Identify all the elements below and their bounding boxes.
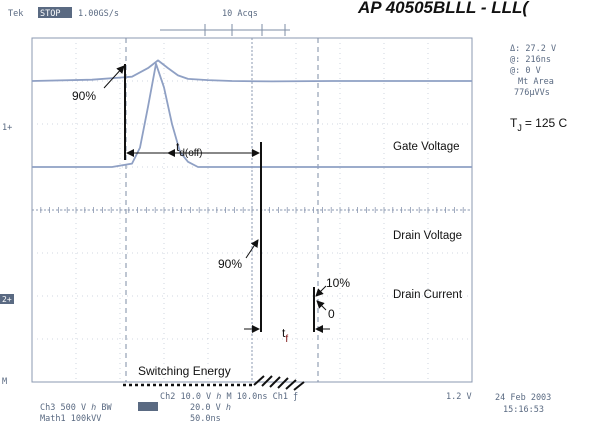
trace-drain-current	[32, 62, 472, 168]
p90-current-label: 90%	[218, 257, 242, 271]
temp-sub: J	[517, 123, 522, 133]
stop-badge	[38, 7, 72, 18]
ch2-marker: 2+	[2, 295, 12, 304]
td-off-label: td(off)	[176, 140, 203, 159]
p10-arrow	[315, 285, 327, 297]
footer-mid-3: 50.0ns	[190, 414, 221, 424]
p90-gate-label: 90%	[72, 89, 96, 103]
ch1-marker: 1+	[2, 123, 12, 133]
trigger-level: 1.2 V	[446, 392, 472, 402]
capture-date: 24 Feb 2003	[495, 393, 551, 403]
readout-line: 776µVVs	[514, 88, 550, 98]
scope-graticule	[31, 37, 473, 383]
readout-line: Mt Area	[518, 77, 554, 87]
tf-main: t	[282, 326, 286, 340]
scope-mode: STOP	[40, 9, 60, 19]
part-number: AP 40505BLLL - LLL(	[357, 0, 530, 17]
zero-arrow	[316, 300, 327, 311]
legend-drain-current: Drain Current	[393, 289, 463, 301]
footer-mid-2: 20.0 V ℎ	[190, 403, 231, 413]
td-sub: d(off)	[179, 148, 202, 159]
trigger-indicator-row	[160, 24, 290, 36]
td-main: t	[176, 140, 180, 154]
capture-time: 15:16:53	[503, 405, 544, 415]
p90-gate-arrow	[103, 65, 125, 89]
junction-temperature: TJ = 125 C	[510, 116, 568, 133]
ch2-marker-badge	[0, 294, 14, 304]
readout-line: @: 0 V	[510, 66, 541, 76]
math-marker: M	[2, 377, 7, 387]
tf-label: tf	[282, 326, 288, 345]
switching-energy-hatch	[253, 375, 305, 391]
acquisitions: 10 Acqs	[222, 9, 258, 19]
bw-badge	[138, 402, 158, 411]
temp-value: = 125 C	[525, 116, 568, 130]
p10-label: 10%	[326, 276, 350, 290]
trace-drain-voltage	[31, 59, 472, 83]
readout-line: Δ: 27.2 V	[510, 44, 556, 54]
cursor-readout: Δ: 27.2 V @: 216ns @: 0 V Mt Area 776µVV…	[510, 44, 556, 98]
trace-layer	[31, 59, 472, 168]
footer-left-1: Ch3 500 V ℎ BW	[40, 403, 113, 413]
tf-sub: f	[285, 334, 288, 345]
footer-mid-1: Ch2 10.0 V ℎ M 10.0ns Ch1 ƒ	[160, 392, 298, 402]
legend-gate-voltage: Gate Voltage	[393, 141, 460, 153]
legend-drain-voltage: Drain Voltage	[393, 230, 462, 242]
temp-label: T	[510, 116, 518, 130]
p90-current-arrow	[245, 239, 259, 259]
zero-label: 0	[328, 307, 335, 321]
readout-line: @: 216ns	[510, 55, 551, 65]
scope-brand: Tek	[8, 9, 23, 19]
switching-energy-label: Switching Energy	[138, 364, 231, 378]
sample-rate: 1.00GS/s	[78, 9, 119, 19]
footer-left-2: Math1 100kVV	[40, 414, 101, 424]
